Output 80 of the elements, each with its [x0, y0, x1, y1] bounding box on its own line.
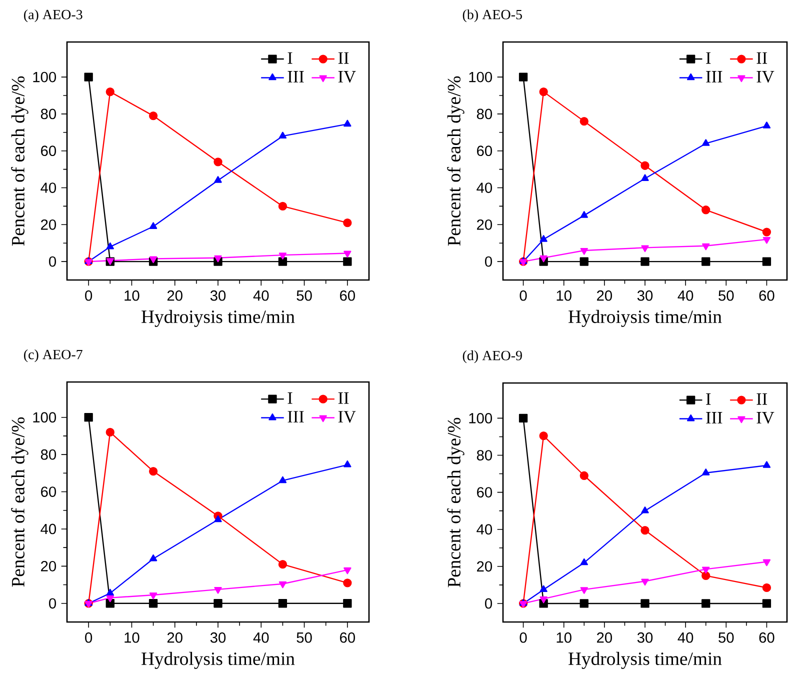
legend-label: I: [706, 52, 711, 64]
x-tick-label: 30: [637, 290, 653, 301]
x-tick-label: 30: [637, 632, 653, 643]
y-tick-label: 60: [477, 486, 492, 498]
legend-label: I: [288, 52, 292, 64]
x-tick-label: 50: [296, 632, 312, 643]
chart-title: (d) AEO-9: [462, 350, 522, 363]
x-tick-label: 20: [597, 290, 612, 301]
legend-label: II: [756, 52, 768, 64]
legend-label: III: [706, 412, 722, 424]
x-tick-label: 60: [759, 632, 774, 643]
legend-label: III: [706, 70, 722, 82]
x-tick-label: 20: [167, 290, 182, 301]
x-tick-label: 0: [520, 632, 527, 643]
x-tick-label: 50: [718, 290, 734, 301]
y-tick-label: 20: [41, 560, 56, 572]
y-tick-label: 100: [469, 412, 492, 424]
y-axis-title: Pencent of each dye/%: [11, 417, 28, 587]
y-tick-label: 100: [33, 72, 56, 82]
y-tick-label: 40: [40, 524, 56, 534]
y-tick-label: 60: [41, 146, 56, 156]
x-tick-label: 10: [556, 632, 572, 643]
y-tick-label: 40: [476, 182, 492, 193]
x-tick-label: 10: [124, 632, 140, 643]
legend-label: II: [338, 52, 349, 64]
y-tick-label: 80: [40, 108, 56, 119]
x-tick-label: 40: [253, 290, 269, 301]
y-tick-label: 80: [476, 108, 492, 119]
x-tick-label: 0: [85, 290, 92, 301]
chart-title: (c) AEO-7: [24, 349, 82, 362]
y-tick-label: 0: [485, 256, 492, 267]
y-tick-label: 80: [476, 450, 492, 460]
legend-label: I: [288, 392, 292, 404]
y-tick-label: 0: [485, 598, 492, 608]
x-tick-label: 60: [340, 290, 355, 301]
y-axis-title: Pencent of each dye/%: [447, 76, 464, 246]
y-tick-label: 20: [477, 561, 492, 572]
y-tick-label: 60: [477, 146, 492, 156]
y-axis-title: Pencent of each dye/%: [11, 76, 28, 246]
y-tick-label: 40: [476, 524, 492, 534]
x-tick-label: 60: [340, 632, 355, 643]
x-tick-label: 50: [718, 632, 734, 643]
y-tick-label: 100: [469, 72, 492, 82]
x-axis-title: Hydrolysis time/min: [142, 652, 295, 669]
x-tick-label: 60: [759, 290, 774, 301]
y-axis-title: Pencent of each dye/%: [447, 418, 464, 588]
legend-label: II: [338, 392, 349, 404]
x-tick-label: 20: [167, 632, 182, 643]
y-tick-label: 80: [40, 449, 56, 460]
chart-title: (b) AEO-5: [462, 9, 522, 22]
legend-label: II: [756, 393, 768, 405]
x-tick-label: 30: [210, 290, 226, 301]
x-axis-title: Hydrolysis time/min: [568, 652, 722, 669]
x-tick-label: 10: [124, 290, 140, 301]
legend-label: IV: [338, 410, 356, 423]
chart-title: (a) AEO-3: [24, 9, 82, 22]
y-tick-label: 60: [41, 486, 56, 497]
x-tick-label: 40: [678, 632, 694, 643]
x-tick-label: 40: [253, 632, 269, 643]
x-axis-title: Hydroiysis time/min: [142, 310, 295, 327]
legend-label: IV: [756, 412, 774, 424]
y-tick-label: 40: [40, 182, 56, 193]
y-tick-label: 20: [477, 219, 492, 230]
x-tick-label: 0: [520, 290, 527, 301]
y-tick-label: 20: [41, 219, 56, 230]
legend-label: III: [288, 70, 304, 82]
legend-label: IV: [338, 70, 356, 82]
x-tick-label: 50: [296, 290, 312, 301]
x-tick-label: 0: [85, 632, 92, 643]
legend-label: III: [288, 410, 304, 422]
x-tick-label: 40: [678, 290, 694, 301]
x-tick-label: 30: [210, 632, 226, 643]
x-axis-title: Hydroiysis time/min: [568, 310, 722, 327]
y-tick-label: 100: [33, 412, 56, 422]
x-tick-label: 20: [597, 632, 612, 643]
y-tick-label: 0: [49, 256, 56, 267]
legend-label: I: [706, 393, 711, 405]
legend-label: IV: [756, 70, 774, 82]
x-tick-label: 10: [556, 290, 572, 301]
y-tick-label: 0: [49, 598, 56, 608]
